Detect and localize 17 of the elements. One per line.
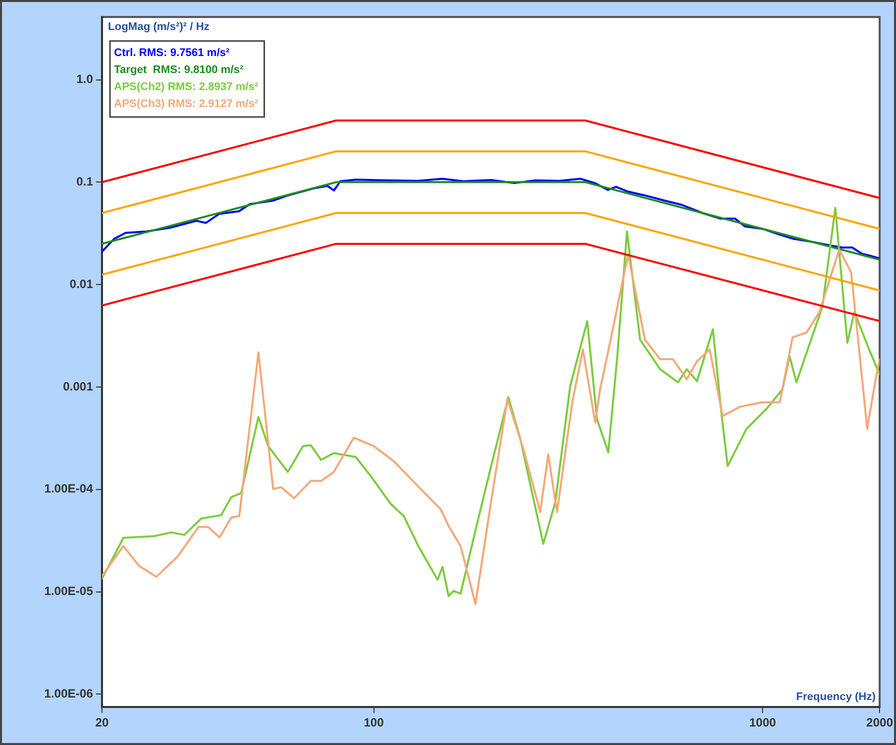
y-tick-label: 0.01 [70, 276, 94, 291]
text: APS(Ch3) RMS: 2.9127 m/s² [114, 98, 259, 110]
text: APS(Ch2) RMS: 2.8937 m/s² [114, 81, 259, 94]
y-tick-label: 1.00E-06 [44, 686, 94, 701]
x-tick-label: 1000 [749, 716, 776, 730]
x-tick-label: 20 [95, 716, 109, 730]
y-tick-label: 1.00E-04 [44, 482, 94, 496]
x-tick-label: 100 [364, 716, 384, 730]
x-tick-label: 2000 [866, 716, 894, 730]
text: Target RMS: 9.8100 m/s² [114, 64, 244, 76]
y-tick-label: 1.0 [76, 72, 94, 86]
x-axis-title: Frequency (Hz) [796, 691, 876, 704]
y-tick-label: 0.001 [62, 379, 94, 394]
y-tick-label: 0.1 [76, 174, 94, 188]
text: Ctrl. RMS: 9.7561 m/s² [114, 47, 230, 60]
y-axis-title: LogMag (m/s²)² / Hz [108, 21, 210, 34]
y-tick-label: 1.00E-05 [44, 584, 94, 598]
